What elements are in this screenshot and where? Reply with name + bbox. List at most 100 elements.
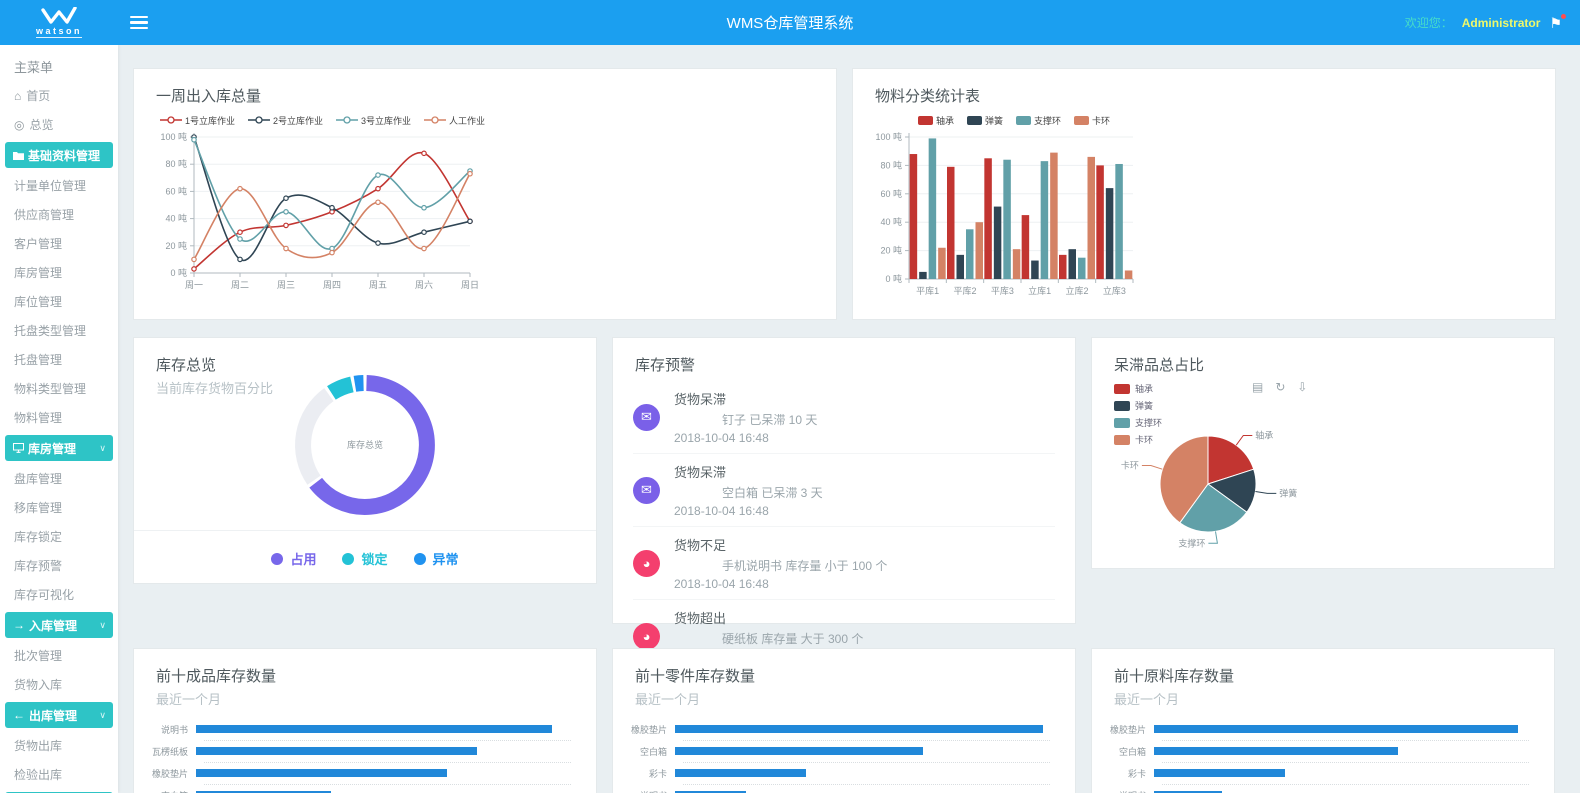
legend-item-弹簧[interactable]: 弹簧 (1114, 397, 1162, 414)
legend-item-卡环[interactable]: 卡环 (1074, 114, 1110, 127)
legend-item-1号立库作业[interactable]: 1号立库作业 (159, 114, 235, 127)
inventory-donut-legend: 占用 锁定 异常 (134, 549, 596, 568)
sidebar-item-移库管理[interactable]: 移库管理 (0, 493, 118, 522)
sidebar-item-盘库管理[interactable]: 盘库管理 (0, 464, 118, 493)
card-subtitle: 最近一个月 (156, 692, 222, 707)
sidebar-item-库位管理[interactable]: 库位管理 (0, 287, 118, 316)
legend-label: 轴承 (935, 115, 954, 126)
sidebar-item-label: 出库管理 (29, 708, 78, 723)
sidebar-item-库存预警[interactable]: 库存预警 (0, 551, 118, 580)
sidebar-item-label: 物料类型管理 (14, 382, 87, 396)
svg-text:60 吨: 60 吨 (165, 185, 187, 196)
sidebar-item-物料类型管理[interactable]: 物料类型管理 (0, 374, 118, 403)
legend-label: 支撑环 (1135, 418, 1163, 428)
legend-item-支撑环[interactable]: 支撑环 (1114, 414, 1162, 431)
legend-item-异常[interactable]: 异常 (413, 549, 459, 568)
parts-hbar-chart: 橡胶垫片空白箱彩卡说明书 (613, 724, 1075, 793)
sidebar-item-计量单位管理[interactable]: 计量单位管理 (0, 171, 118, 200)
overview-icon: ◎ (14, 117, 25, 132)
card-material-category-stats: 物料分类统计表 轴承 弹簧 支撑环 卡环 0 吨 20 吨 40 吨 60 吨 80 吨 100… (852, 68, 1556, 320)
username[interactable]: Administrator (1461, 15, 1541, 30)
sidebar-item-检验出库[interactable]: 检验出库 (0, 760, 118, 789)
legend-item-卡环[interactable]: 卡环 (1114, 431, 1162, 448)
line-legend-marker (247, 116, 270, 124)
sidebar-title: 主菜单 (14, 60, 54, 75)
sidebar-item-label: 首页 (26, 89, 51, 103)
svg-text:立库1: 立库1 (1028, 285, 1051, 296)
sidebar-item-label: 托盘管理 (14, 353, 63, 367)
sidebar-item-库存可视化[interactable]: 库存可视化 (0, 580, 118, 609)
card-title: 前十成品库存数量 (156, 668, 277, 685)
legend-item-锁定[interactable]: 锁定 (342, 549, 388, 568)
hbar-track (675, 791, 1050, 793)
mail-icon: ✉ (633, 476, 660, 504)
legend-item-2号立库作业[interactable]: 2号立库作业 (247, 114, 323, 127)
hbar-label: 瓦楞纸板 (151, 746, 188, 757)
card-title: 物料分类统计表 (875, 88, 981, 105)
refresh-icon[interactable]: ↻ (1275, 380, 1286, 394)
hamburger-menu-icon[interactable] (130, 13, 148, 33)
hbar-value (1154, 769, 1286, 777)
alert-body: 货物不足 手机说明书 库存量 小于 100 个 2018-10-04 16:48 (674, 535, 887, 591)
legend-label: 弹簧 (1135, 401, 1154, 411)
legend-label: 支撑环 (1034, 115, 1062, 126)
mail-icon: ✉ (633, 403, 660, 431)
hbar-separator (683, 784, 1050, 785)
sidebar-item-label: 托盘类型管理 (14, 324, 87, 338)
sidebar-item-批次管理[interactable]: 批次管理 (0, 641, 118, 670)
sidebar-section-出库管理[interactable]: ← 出库管理 ∨ (5, 702, 113, 728)
data-view-icon[interactable]: ▤ (1252, 380, 1264, 394)
sidebar-item-托盘类型管理[interactable]: 托盘类型管理 (0, 316, 118, 345)
legend-label: 3号立库作业 (361, 115, 412, 126)
pie-legend-marker (1114, 434, 1130, 445)
main-content: 一周出入库总量 1号立库作业 2号立库作业 3号立库作业 人工作业 0 吨 20 吨 40… (118, 45, 1580, 793)
sidebar-item-总览[interactable]: ◎ 总览 (0, 110, 118, 139)
download-icon[interactable]: ⇩ (1297, 380, 1308, 394)
hbar-value (675, 725, 1043, 733)
app-logo[interactable]: watson (0, 0, 118, 45)
sidebar-item-label: 库存预警 (14, 559, 63, 573)
notification-flag-icon[interactable]: ⚑ (1549, 13, 1566, 30)
legend-item-轴承[interactable]: 轴承 (1114, 380, 1162, 397)
sidebar-item-物料管理[interactable]: 物料管理 (0, 403, 118, 432)
alert-type: 货物超出 (674, 611, 727, 626)
sidebar-item-货物出库[interactable]: 货物出库 (0, 731, 118, 760)
hbar-track (196, 791, 571, 793)
sidebar-item-首页[interactable]: ⌂ 首页 (0, 81, 118, 110)
legend-item-弹簧[interactable]: 弹簧 (966, 114, 1003, 127)
raw-hbar-chart: 橡胶垫片空白箱彩卡说明书 (1092, 724, 1554, 793)
sidebar-item-托盘管理[interactable]: 托盘管理 (0, 345, 118, 374)
logo-text: watson (35, 26, 82, 38)
legend-item-轴承[interactable]: 轴承 (917, 114, 954, 127)
alert-list: ✉ 货物呆滞 钉子 已呆滞 10 天 2018-10-04 16:48 ✉ 货物呆滞 空白箱… (633, 381, 1055, 672)
watson-logo-icon (41, 7, 77, 24)
legend-label: 卡环 (1135, 435, 1154, 445)
svg-text:80 吨: 80 吨 (165, 158, 187, 169)
sidebar-section-入库管理[interactable]: → 入库管理 ∨ (5, 612, 113, 638)
line-legend-marker (336, 116, 358, 124)
sidebar-item-货物入库[interactable]: 货物入库 (0, 670, 118, 699)
sidebar: 主菜单 ⌂ 首页 ◎ 总览基础资料管理 计量单位管理 供应商管理 客户管理 库房管理 库位管理托… (0, 45, 118, 793)
sidebar-item-库存锁定[interactable]: 库存锁定 (0, 522, 118, 551)
hbar-row: 说明书 (613, 790, 1050, 793)
alert-type: 货物不足 (674, 538, 727, 553)
alert-icon: ◕ (633, 549, 660, 577)
sidebar-item-客户管理[interactable]: 客户管理 (0, 229, 118, 258)
sidebar-item-label: 总览 (29, 118, 54, 132)
sidebar-item-供应商管理[interactable]: 供应商管理 (0, 200, 118, 229)
bar-legend-marker (1074, 115, 1090, 125)
sidebar-section-库房管理[interactable]: 库房管理 ∨ (5, 435, 113, 461)
hbar-value (1154, 725, 1518, 733)
card-subtitle: 最近一个月 (635, 692, 701, 707)
legend-item-支撑环[interactable]: 支撑环 (1016, 114, 1061, 127)
hbar-track (196, 747, 571, 755)
legend-item-人工作业[interactable]: 人工作业 (424, 114, 485, 127)
sidebar-menu: ⌂ 首页 ◎ 总览基础资料管理 计量单位管理 供应商管理 客户管理 库房管理 库位管理托盘类型管… (0, 81, 118, 793)
sidebar-item-label: 检验出库 (14, 768, 63, 782)
legend-item-3号立库作业[interactable]: 3号立库作业 (336, 114, 411, 127)
sidebar-item-库房管理[interactable]: 库房管理 (0, 258, 118, 287)
sidebar-section-基础资料管理[interactable]: 基础资料管理 (5, 142, 113, 168)
legend-item-占用[interactable]: 占用 (271, 549, 316, 568)
svg-text:20 吨: 20 吨 (880, 245, 902, 256)
svg-text:100 吨: 100 吨 (875, 131, 902, 142)
